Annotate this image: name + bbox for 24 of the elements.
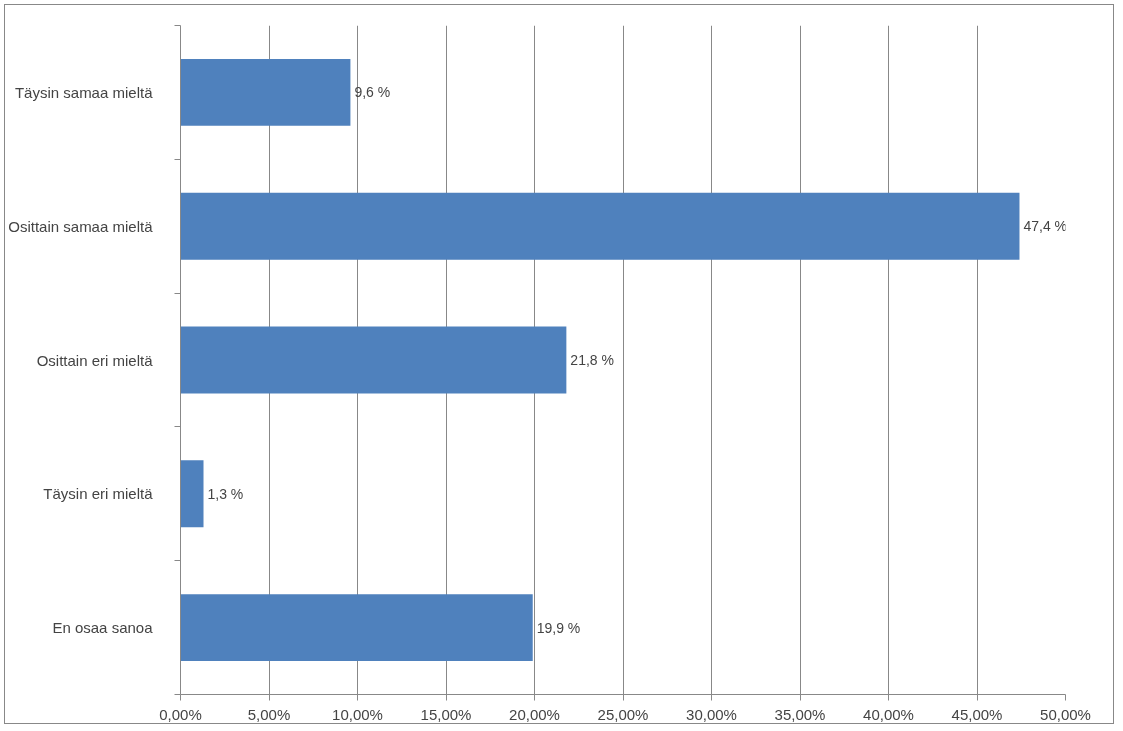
bar (180, 460, 204, 528)
data-label: 1,3 % (207, 485, 244, 502)
x-tick-label: 15,00% (420, 705, 472, 723)
y-tick-label: Osittain eri mieltä (36, 351, 154, 369)
bar (180, 192, 1020, 260)
x-tick-label: 25,00% (597, 705, 649, 723)
x-tick-label: 50,00% (1040, 705, 1091, 723)
x-tick-label: 30,00% (686, 705, 737, 723)
x-tick-label: 20,00% (509, 705, 560, 723)
y-tick-label: Täysin samaa mieltä (14, 83, 154, 101)
y-tick-label: Osittain samaa mieltä (8, 217, 154, 235)
x-tick-label: 0,00% (159, 705, 202, 723)
data-label: 19,9 % (536, 619, 581, 636)
y-tick-label: En osaa sanoa (52, 619, 154, 637)
data-label: 21,8 % (570, 352, 614, 368)
x-tick-label: 35,00% (774, 705, 826, 723)
bar (180, 58, 351, 126)
x-tick-label: 40,00% (863, 705, 914, 723)
x-tick-label: 45,00% (951, 705, 1003, 723)
bar (180, 594, 533, 662)
x-tick-label: 10,00% (332, 705, 383, 723)
bar (180, 326, 567, 394)
x-tick-label: 5,00% (247, 705, 291, 723)
y-tick-label: Täysin eri mieltä (43, 485, 154, 503)
